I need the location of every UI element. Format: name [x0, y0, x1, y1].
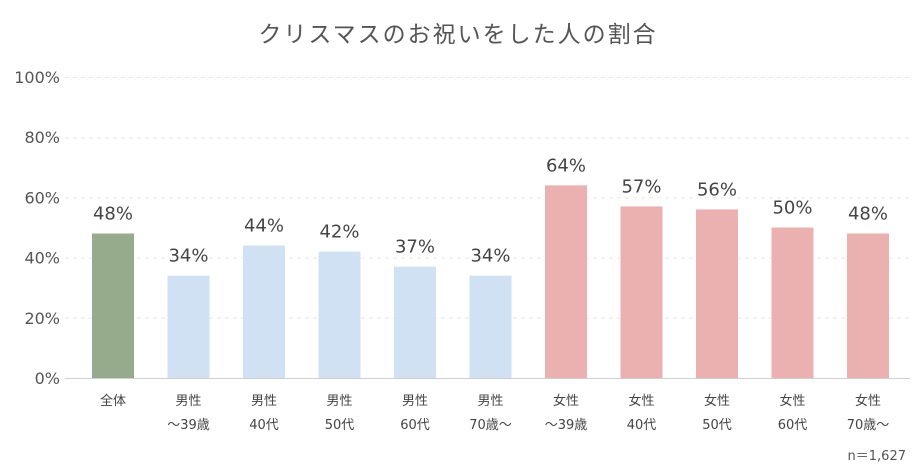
x-tick-line: 40代 — [627, 418, 657, 433]
x-tick-label: 男性 60代 — [400, 394, 430, 433]
bar — [847, 233, 889, 378]
x-tick-label: 女性 70歳～ — [847, 393, 890, 433]
y-tick-label: 0% — [35, 369, 60, 388]
x-tick-line: 男性 — [326, 394, 352, 409]
x-tick-line: 60代 — [400, 418, 430, 433]
x-tick-line: 60代 — [778, 418, 808, 433]
data-label: 50% — [772, 198, 812, 219]
bar — [318, 251, 361, 378]
x-tick-label: 男性 70歳～ — [469, 394, 512, 433]
bar — [771, 227, 814, 378]
data-label: 57% — [621, 176, 661, 197]
x-tick-label: 女性 ～39歳 — [545, 393, 588, 433]
x-tick-line: 女性 — [779, 393, 805, 409]
y-tick-label: 40% — [24, 249, 60, 268]
y-tick-label: 100% — [14, 68, 60, 87]
x-tick-line: 男性 — [175, 394, 201, 409]
bar — [92, 233, 134, 378]
x-tick-line: 女性 — [855, 393, 881, 409]
y-tick-label: 20% — [24, 309, 60, 328]
x-tick-line: ～39歳 — [545, 418, 588, 433]
sample-size-note: n＝1,627 — [848, 449, 906, 464]
data-label: 48% — [93, 204, 133, 225]
x-tick-line: 全体 — [100, 393, 126, 409]
bar — [394, 266, 436, 378]
y-axis-ticks: 0% 20% 40% 60% 80% 100% — [14, 68, 60, 388]
y-tick-label: 80% — [24, 128, 60, 147]
x-tick-line: 70歳～ — [469, 418, 512, 433]
x-tick-line: 40代 — [249, 418, 279, 433]
chart-title: クリスマスのお祝いをした人の割合 — [258, 22, 657, 48]
y-tick-label: 60% — [24, 188, 60, 207]
bar — [620, 206, 663, 378]
x-axis-ticks: 全体 男性 ～39歳 男性 40代 男性 50代 男性 60代 男性 70歳～ 女性 ～39歳 女性 40代… — [100, 393, 889, 433]
x-tick-line: ～39歳 — [167, 418, 210, 433]
bar — [167, 275, 210, 378]
x-tick-line: 女性 — [628, 393, 654, 409]
bar — [469, 275, 512, 378]
x-tick-line: 女性 — [704, 393, 730, 409]
bar — [243, 245, 285, 378]
x-tick-label: 男性 40代 — [249, 394, 279, 433]
data-labels: 48% 34% 44% 42% 37% 34% 64% 57% 56% 50% 48% — [93, 155, 888, 266]
x-tick-line: 男性 — [402, 394, 428, 409]
x-tick-label: 女性 40代 — [627, 393, 657, 433]
data-label: 64% — [546, 155, 586, 176]
x-tick-line: 70歳～ — [847, 418, 890, 433]
data-label: 42% — [319, 222, 359, 243]
gridlines — [65, 77, 910, 319]
data-label: 56% — [697, 179, 737, 200]
data-label: 37% — [395, 237, 435, 258]
x-tick-label: 女性 60代 — [778, 393, 808, 433]
data-label: 48% — [848, 204, 888, 225]
x-tick-label: 全体 — [100, 393, 126, 409]
x-tick-label: 男性 ～39歳 — [167, 394, 210, 433]
x-tick-line: 男性 — [251, 394, 277, 409]
x-tick-line: 50代 — [325, 418, 355, 433]
x-tick-line: 50代 — [702, 418, 732, 433]
data-label: 34% — [470, 246, 510, 267]
bars — [92, 185, 889, 378]
data-label: 44% — [244, 216, 284, 237]
bar — [545, 185, 587, 378]
x-tick-label: 女性 50代 — [702, 393, 732, 433]
x-tick-label: 男性 50代 — [325, 394, 355, 433]
x-tick-line: 男性 — [477, 394, 503, 409]
bar — [696, 209, 738, 378]
x-tick-line: 女性 — [553, 393, 579, 409]
data-label: 34% — [168, 246, 208, 267]
